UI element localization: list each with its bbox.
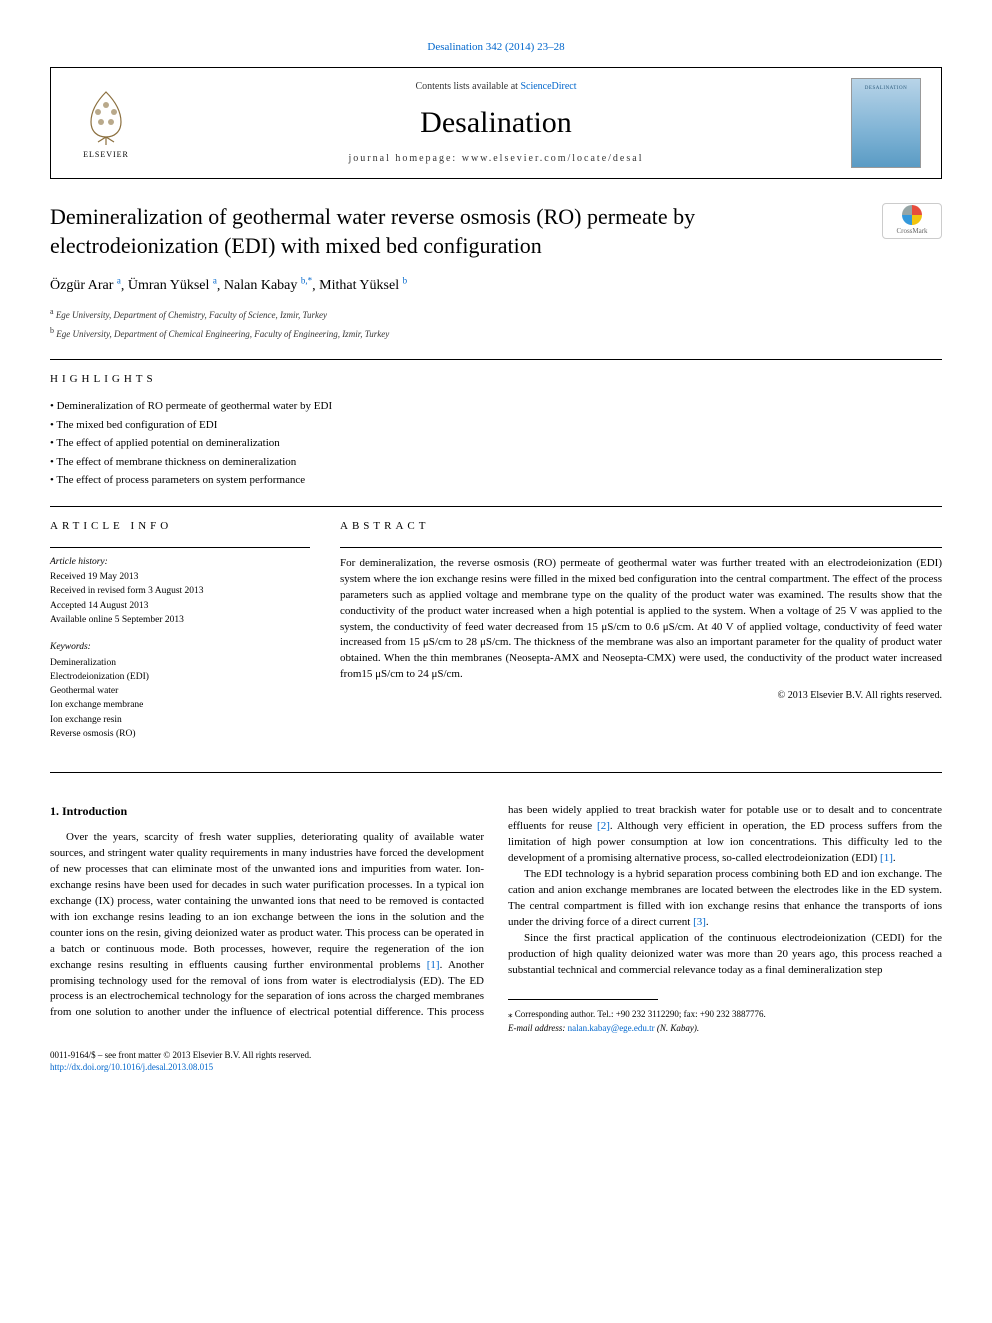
authors-list: Özgür Arar a, Ümran Yüksel a, Nalan Kaba… (50, 275, 942, 296)
article-info-label: ARTICLE INFO (50, 519, 310, 534)
keyword: Ion exchange membrane (50, 699, 310, 712)
article-title: Demineralization of geothermal water rev… (50, 203, 882, 260)
crossmark-badge[interactable]: CrossMark (882, 203, 942, 239)
keyword: Ion exchange resin (50, 714, 310, 727)
journal-header: ELSEVIER Contents lists available at Sci… (50, 67, 942, 179)
author: Özgür Arar a (50, 278, 121, 293)
divider (340, 547, 942, 548)
ref-link[interactable]: [1] (427, 959, 440, 971)
history-line: Received in revised form 3 August 2013 (50, 585, 310, 598)
divider (50, 506, 942, 507)
footnote-divider (508, 999, 658, 1000)
highlight-item: The effect of process parameters on syst… (50, 473, 942, 488)
title-row: Demineralization of geothermal water rev… (50, 203, 942, 260)
corresponding-author: ⁎ Corresponding author. Tel.: +90 232 31… (508, 1008, 942, 1021)
author: Ümran Yüksel a (128, 278, 217, 293)
ref-link[interactable]: [3] (693, 916, 706, 928)
issn-line: 0011-9164/$ – see front matter © 2013 El… (50, 1049, 942, 1062)
abstract-text: For demineralization, the reverse osmosi… (340, 556, 942, 684)
journal-cover-thumbnail (851, 78, 921, 168)
elsevier-tree-icon (76, 87, 136, 147)
homepage-prefix: journal homepage: (349, 153, 462, 164)
intro-heading: 1. Introduction (50, 803, 484, 820)
contents-prefix: Contents lists available at (415, 81, 520, 92)
sciencedirect-link[interactable]: ScienceDirect (520, 81, 576, 92)
email-link[interactable]: nalan.kabay@ege.edu.tr (568, 1023, 655, 1033)
affiliation: a Ege University, Department of Chemistr… (50, 306, 942, 322)
article-history: Article history: Received 19 May 2013 Re… (50, 556, 310, 742)
email-suffix: (N. Kabay). (655, 1023, 700, 1033)
article-info-column: ARTICLE INFO Article history: Received 1… (50, 519, 310, 742)
body-paragraph: Since the first practical application of… (508, 931, 942, 979)
highlight-item: The effect of membrane thickness on demi… (50, 455, 942, 470)
highlight-item: Demineralization of RO permeate of geoth… (50, 399, 942, 414)
keyword: Demineralization (50, 657, 310, 670)
crossmark-icon (902, 205, 922, 225)
history-line: Accepted 14 August 2013 (50, 600, 310, 613)
history-heading: Article history: (50, 556, 310, 569)
highlight-item: The effect of applied potential on demin… (50, 436, 942, 451)
footer-meta: 0011-9164/$ – see front matter © 2013 El… (50, 1049, 942, 1074)
affiliation: b Ege University, Department of Chemical… (50, 325, 942, 341)
journal-name: Desalination (141, 102, 851, 144)
citation-link[interactable]: Desalination 342 (2014) 23–28 (50, 40, 942, 55)
ref-link[interactable]: [1] (880, 852, 893, 864)
keywords-heading: Keywords: (50, 641, 310, 654)
abstract-column: ABSTRACT For demineralization, the rever… (340, 519, 942, 742)
info-abstract-row: ARTICLE INFO Article history: Received 1… (50, 519, 942, 742)
highlights-list: Demineralization of RO permeate of geoth… (50, 399, 942, 488)
doi-link[interactable]: http://dx.doi.org/10.1016/j.desal.2013.0… (50, 1062, 213, 1072)
history-line: Available online 5 September 2013 (50, 614, 310, 627)
keyword: Geothermal water (50, 685, 310, 698)
elsevier-logo: ELSEVIER (71, 83, 141, 163)
homepage-line: journal homepage: www.elsevier.com/locat… (141, 152, 851, 166)
elsevier-text: ELSEVIER (83, 149, 129, 160)
abstract-copyright: © 2013 Elsevier B.V. All rights reserved… (340, 689, 942, 703)
author: Nalan Kabay b,* (224, 278, 312, 293)
email-prefix: E-mail address: (508, 1023, 568, 1033)
divider (50, 359, 942, 360)
abstract-label: ABSTRACT (340, 519, 942, 534)
ref-link[interactable]: [2] (597, 820, 610, 832)
homepage-url: www.elsevier.com/locate/desal (462, 153, 644, 164)
author: Mithat Yüksel b (319, 278, 407, 293)
email-line: E-mail address: nalan.kabay@ege.edu.tr (… (508, 1022, 942, 1035)
body-section: 1. Introduction Over the years, scarcity… (50, 803, 942, 1035)
history-line: Received 19 May 2013 (50, 571, 310, 584)
header-center: Contents lists available at ScienceDirec… (141, 80, 851, 166)
crossmark-label: CrossMark (896, 227, 927, 237)
contents-line: Contents lists available at ScienceDirec… (141, 80, 851, 94)
highlight-item: The mixed bed configuration of EDI (50, 418, 942, 433)
keyword: Electrodeionization (EDI) (50, 671, 310, 684)
keyword: Reverse osmosis (RO) (50, 728, 310, 741)
divider (50, 772, 942, 773)
body-paragraph: The EDI technology is a hybrid separatio… (508, 867, 942, 931)
divider (50, 547, 310, 548)
highlights-label: HIGHLIGHTS (50, 372, 942, 387)
